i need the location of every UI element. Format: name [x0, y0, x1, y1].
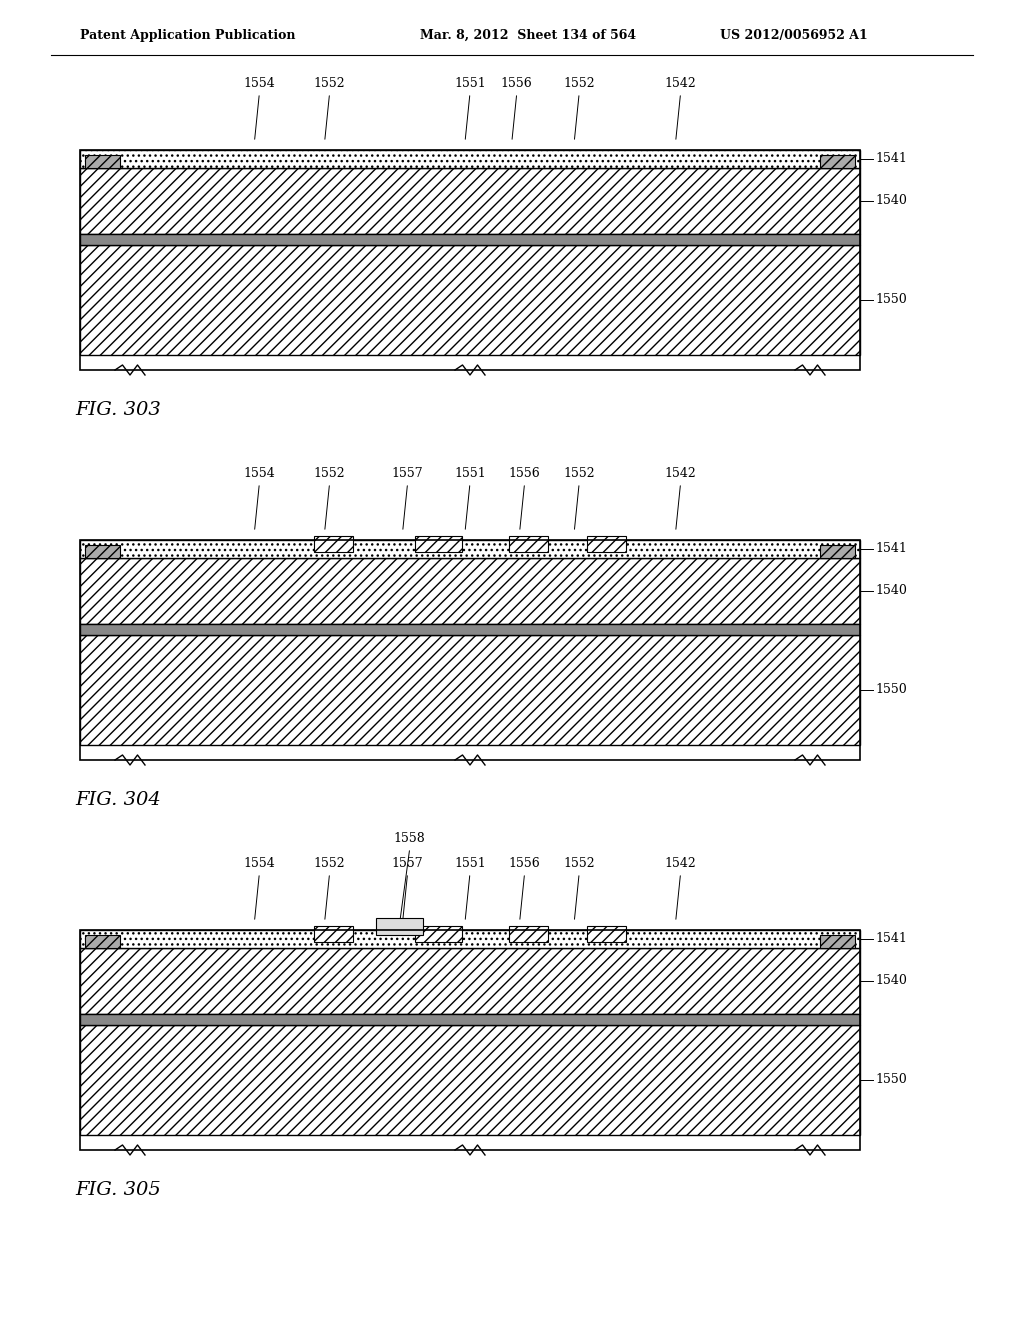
Text: 1540: 1540 [874, 583, 907, 597]
Text: 1541: 1541 [874, 152, 907, 165]
Text: 1552: 1552 [563, 77, 595, 90]
Bar [377, 917, 423, 936]
Bar [587, 927, 626, 942]
Text: 1552: 1552 [563, 467, 595, 480]
Text: 1556: 1556 [501, 77, 532, 90]
Bar [80, 168, 860, 234]
Bar [85, 936, 120, 948]
Bar [509, 536, 548, 552]
Bar [416, 927, 462, 942]
Text: 1542: 1542 [665, 467, 696, 480]
Text: FIG. 304: FIG. 304 [75, 791, 161, 809]
Text: 1551: 1551 [454, 467, 485, 480]
Text: 1541: 1541 [874, 932, 907, 945]
Text: 1551: 1551 [454, 77, 485, 90]
Text: 1540: 1540 [874, 194, 907, 207]
Text: 1557: 1557 [392, 467, 423, 480]
Text: US 2012/0056952 A1: US 2012/0056952 A1 [720, 29, 867, 41]
Bar [820, 545, 855, 557]
Bar [820, 936, 855, 948]
Text: 1550: 1550 [874, 293, 906, 306]
Text: 1551: 1551 [454, 857, 485, 870]
Text: 1540: 1540 [874, 974, 907, 987]
Bar [587, 536, 626, 552]
Bar [416, 536, 462, 552]
Bar [80, 1024, 860, 1135]
Bar [80, 557, 860, 623]
Bar [80, 540, 860, 557]
Text: 1541: 1541 [874, 543, 907, 556]
Bar [314, 536, 353, 552]
Bar [80, 150, 860, 168]
Bar [85, 156, 120, 168]
Text: 1552: 1552 [563, 857, 595, 870]
Bar [80, 540, 860, 760]
Bar [80, 931, 860, 1150]
Text: Mar. 8, 2012  Sheet 134 of 564: Mar. 8, 2012 Sheet 134 of 564 [420, 29, 636, 41]
Bar [80, 150, 860, 370]
Text: 1542: 1542 [665, 857, 696, 870]
Text: 1554: 1554 [244, 857, 275, 870]
Text: 1554: 1554 [244, 467, 275, 480]
Text: 1557: 1557 [392, 857, 423, 870]
Text: 1552: 1552 [313, 467, 345, 480]
Text: 1556: 1556 [509, 467, 541, 480]
Bar [820, 156, 855, 168]
Bar [80, 234, 860, 244]
Text: 1550: 1550 [874, 1073, 906, 1086]
Bar [80, 244, 860, 355]
Bar [509, 927, 548, 942]
Bar [80, 1014, 860, 1024]
Text: 1552: 1552 [313, 857, 345, 870]
Text: 1552: 1552 [313, 77, 345, 90]
Bar [80, 635, 860, 744]
Text: Patent Application Publication: Patent Application Publication [80, 29, 296, 41]
Text: 1554: 1554 [244, 77, 275, 90]
Bar [80, 931, 860, 948]
Text: FIG. 305: FIG. 305 [75, 1181, 161, 1199]
Bar [85, 545, 120, 557]
Bar [314, 927, 353, 942]
Text: 1542: 1542 [665, 77, 696, 90]
Text: 1556: 1556 [509, 857, 541, 870]
Bar [80, 948, 860, 1014]
Text: 1550: 1550 [874, 684, 906, 696]
Text: 1558: 1558 [394, 832, 426, 845]
Text: FIG. 303: FIG. 303 [75, 401, 161, 418]
Bar [80, 623, 860, 635]
